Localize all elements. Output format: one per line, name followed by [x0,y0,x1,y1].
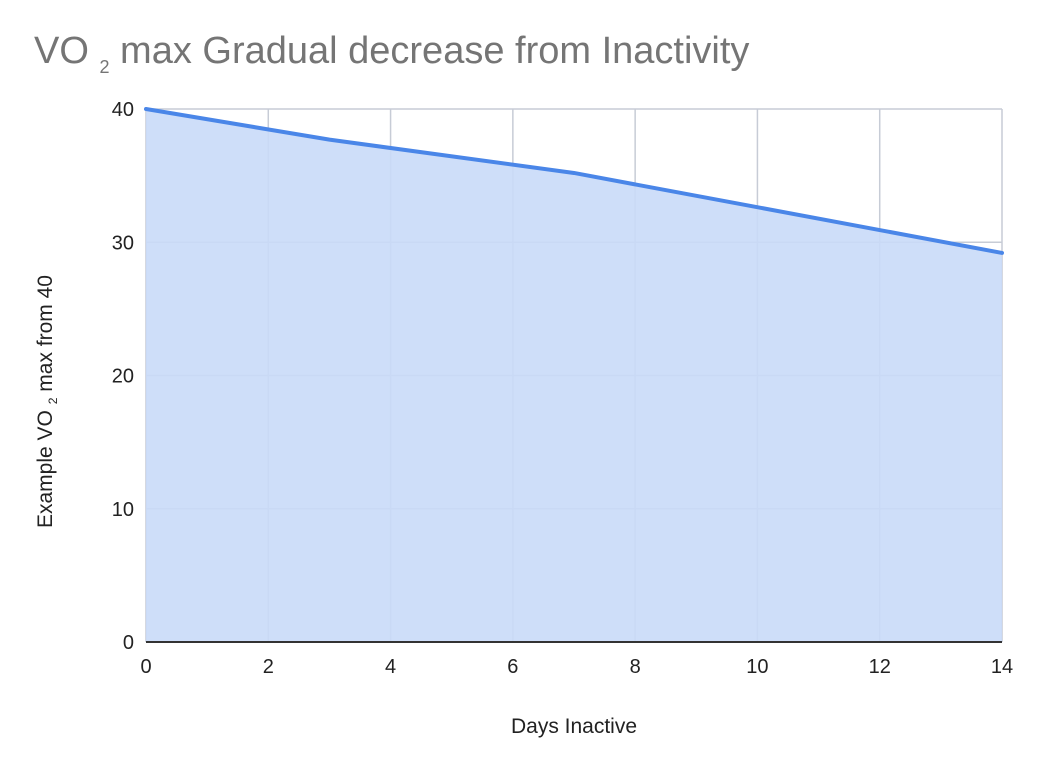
y-tick-label: 20 [112,366,134,388]
y-tick-label: 30 [112,232,134,254]
x-tick-labels: 0 2 4 6 8 10 12 14 [140,656,1013,678]
x-tick-label: 10 [746,656,768,678]
chart-title-suffix: max Gradual decrease from Inactivity [120,30,749,72]
x-tick-label: 12 [869,656,891,678]
series-line [144,107,1004,255]
y-tick-labels: 0 10 20 30 40 [112,99,134,654]
x-tick-label: 8 [630,656,641,678]
x-tick-label: 6 [507,656,518,678]
y-tick-label: 40 [112,99,134,121]
y-axis-label-suffix: max from 40 [34,275,57,392]
x-tick-label: 0 [140,656,151,678]
x-axis-label: Days Inactive [511,715,637,738]
y-tick-label: 0 [123,632,134,654]
x-tick-label: 2 [263,656,274,678]
y-axis-label: Example VO 2 max from 40 [34,275,62,528]
chart-title-prefix: VO [34,30,89,72]
y-axis-label-prefix: Example VO [34,410,57,528]
y-axis-label-subscript: 2 [46,397,60,404]
chart-title: VO 2 max Gradual decrease from Inactivit… [34,30,749,82]
area-fill [146,109,1002,642]
chart-title-subscript: 2 [99,57,109,77]
x-tick-label: 4 [385,656,396,678]
x-tick-label: 14 [991,656,1013,678]
y-tick-label: 10 [112,499,134,521]
y-axis-label-text: Example VO 2 max from 40 [34,275,62,528]
